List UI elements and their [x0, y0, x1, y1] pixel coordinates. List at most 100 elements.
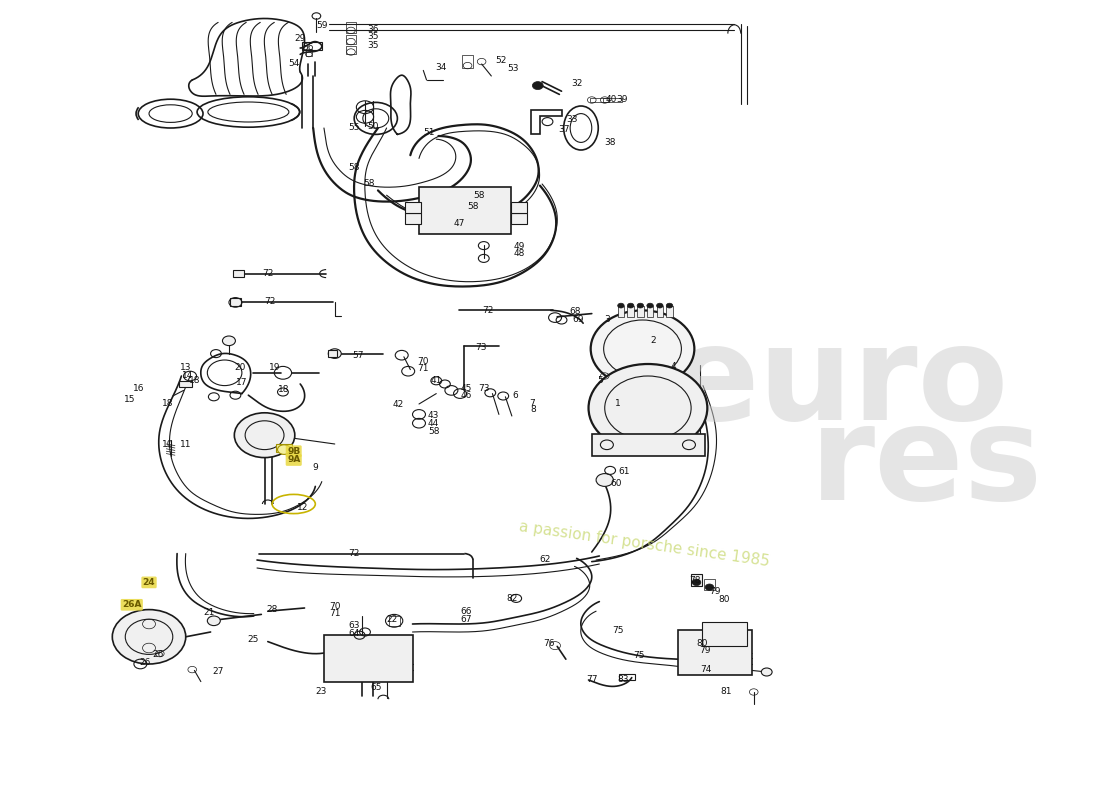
Text: 33: 33 — [566, 114, 579, 124]
Circle shape — [588, 364, 707, 452]
Text: 58: 58 — [468, 202, 478, 211]
Bar — [590, 98, 609, 102]
Text: 36: 36 — [366, 25, 378, 34]
Bar — [592, 434, 705, 456]
Circle shape — [596, 474, 614, 486]
Bar — [647, 306, 653, 317]
Text: 72: 72 — [264, 297, 276, 306]
Text: 23: 23 — [315, 686, 327, 696]
Text: 19: 19 — [268, 362, 280, 372]
Text: 74: 74 — [701, 665, 712, 674]
Bar — [230, 298, 241, 306]
Text: 34: 34 — [434, 63, 447, 73]
Text: 40: 40 — [605, 94, 617, 104]
Bar — [276, 444, 292, 452]
Text: 28: 28 — [266, 605, 278, 614]
Text: 26A: 26A — [123, 600, 141, 610]
Bar — [345, 22, 356, 33]
Text: 57: 57 — [353, 350, 364, 360]
Text: 48: 48 — [514, 249, 525, 258]
Bar — [419, 187, 510, 234]
Text: 20: 20 — [234, 362, 245, 372]
Text: 5: 5 — [597, 376, 603, 386]
Text: 26: 26 — [139, 658, 151, 667]
Text: 75: 75 — [612, 626, 624, 635]
Bar — [345, 35, 356, 44]
Text: 8: 8 — [530, 405, 537, 414]
Text: 17: 17 — [236, 378, 248, 387]
Text: 44: 44 — [428, 418, 439, 428]
Text: 49: 49 — [514, 242, 525, 251]
Text: 24: 24 — [143, 578, 155, 587]
Circle shape — [234, 413, 295, 458]
Circle shape — [591, 310, 694, 387]
Text: 9A: 9A — [287, 455, 300, 465]
Bar — [627, 306, 634, 317]
Text: euro: euro — [670, 321, 1009, 447]
Text: 83: 83 — [617, 675, 629, 685]
Text: 26: 26 — [152, 650, 163, 659]
Text: 10: 10 — [162, 440, 173, 450]
Text: 50: 50 — [366, 122, 378, 131]
Text: 26A: 26A — [122, 600, 142, 610]
Text: 24: 24 — [143, 578, 155, 587]
Bar — [306, 49, 312, 56]
Text: 73: 73 — [475, 342, 486, 352]
Text: 2: 2 — [650, 335, 656, 345]
Text: 70: 70 — [418, 357, 429, 366]
Text: 42: 42 — [393, 400, 404, 410]
Text: 58: 58 — [474, 191, 485, 201]
Bar — [702, 622, 747, 646]
Text: 70: 70 — [329, 602, 341, 611]
Text: 38: 38 — [604, 138, 616, 147]
Circle shape — [532, 82, 543, 90]
Text: 9A: 9A — [288, 454, 299, 464]
Text: 37: 37 — [558, 125, 570, 134]
Text: 58: 58 — [364, 179, 375, 189]
Text: res: res — [810, 401, 1043, 527]
Text: 46: 46 — [461, 391, 472, 401]
Text: 43: 43 — [427, 411, 439, 421]
Text: 22: 22 — [386, 614, 397, 624]
Bar — [179, 381, 192, 387]
Text: 63: 63 — [349, 621, 360, 630]
Bar — [405, 202, 421, 213]
Bar — [388, 616, 399, 626]
Text: 65: 65 — [370, 683, 382, 693]
Bar — [637, 306, 644, 317]
Text: 59: 59 — [316, 21, 328, 30]
Circle shape — [207, 616, 220, 626]
Text: 58: 58 — [428, 427, 440, 437]
Bar — [328, 350, 337, 357]
Text: 72: 72 — [349, 549, 360, 558]
Text: 55: 55 — [349, 123, 360, 133]
Bar — [679, 630, 751, 675]
Circle shape — [637, 303, 644, 308]
Text: 41: 41 — [430, 376, 442, 386]
Text: 18: 18 — [278, 385, 289, 394]
Text: 9B: 9B — [287, 446, 300, 456]
Text: 58: 58 — [349, 163, 360, 173]
Text: 13: 13 — [180, 362, 191, 372]
Text: 54: 54 — [288, 59, 299, 69]
Bar — [233, 270, 244, 277]
Bar — [618, 306, 624, 317]
Text: 27: 27 — [212, 667, 223, 677]
Text: 11: 11 — [180, 440, 191, 450]
Circle shape — [222, 336, 235, 346]
Text: 4: 4 — [671, 362, 676, 371]
Circle shape — [667, 303, 673, 308]
Text: 32: 32 — [571, 79, 582, 89]
Text: 77: 77 — [586, 675, 597, 685]
Circle shape — [647, 303, 653, 308]
Text: 64: 64 — [349, 629, 360, 638]
Text: 9B: 9B — [288, 446, 299, 456]
Circle shape — [277, 445, 290, 454]
Circle shape — [657, 303, 663, 308]
Bar — [462, 55, 473, 68]
Circle shape — [627, 303, 634, 308]
Bar — [510, 202, 527, 213]
Bar — [603, 98, 622, 102]
Text: 76: 76 — [542, 639, 554, 649]
Text: 51: 51 — [424, 128, 434, 138]
